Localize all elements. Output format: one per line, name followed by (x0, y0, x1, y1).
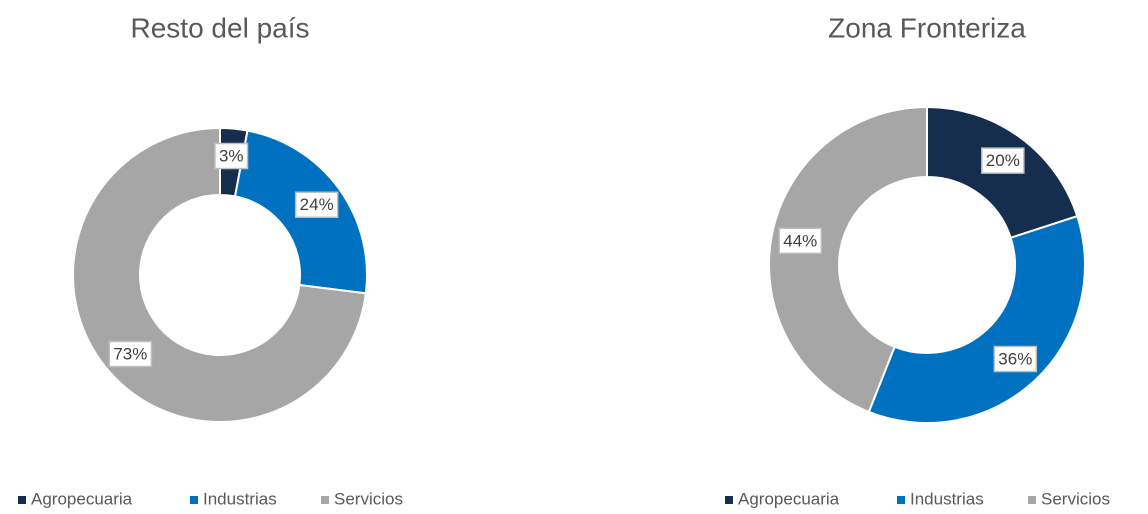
legend-swatch (18, 496, 26, 504)
data-label-text: 36% (998, 350, 1032, 369)
data-label-box (108, 340, 153, 368)
data-label: 44% (778, 227, 823, 255)
legend-label: Agropecuaria (738, 489, 840, 508)
data-label-text: 3% (219, 147, 244, 166)
data-label-box (294, 191, 339, 218)
data-label-box (778, 227, 823, 255)
data-label-text: 20% (986, 151, 1020, 170)
legend-swatch (897, 496, 905, 504)
data-label: 73% (108, 340, 153, 368)
donut-segment (768, 105, 928, 414)
legend-swatch (190, 496, 198, 504)
data-label-box (981, 147, 1025, 174)
legend-label: Servicios (334, 489, 403, 508)
data-label: 24% (294, 191, 339, 218)
legend-label: Industrias (203, 489, 277, 508)
chart-title: Resto del país (131, 12, 310, 43)
data-label-text: 44% (783, 231, 817, 250)
data-label: 36% (993, 345, 1038, 373)
donut-segment (867, 214, 1086, 424)
legend-swatch (1028, 496, 1036, 504)
chart-title: Zona Fronteriza (828, 12, 1026, 43)
data-label-box (993, 345, 1038, 373)
legend-label: Industrias (910, 489, 984, 508)
data-label: 20% (981, 147, 1025, 174)
legend-swatch (725, 496, 733, 504)
data-label-box (214, 142, 249, 170)
legend-label: Agropecuaria (31, 489, 133, 508)
data-label-text: 73% (113, 345, 147, 364)
legend-swatch (321, 496, 329, 504)
data-label-text: 24% (300, 195, 334, 214)
legend-label: Servicios (1041, 489, 1110, 508)
data-label: 3% (214, 142, 249, 170)
